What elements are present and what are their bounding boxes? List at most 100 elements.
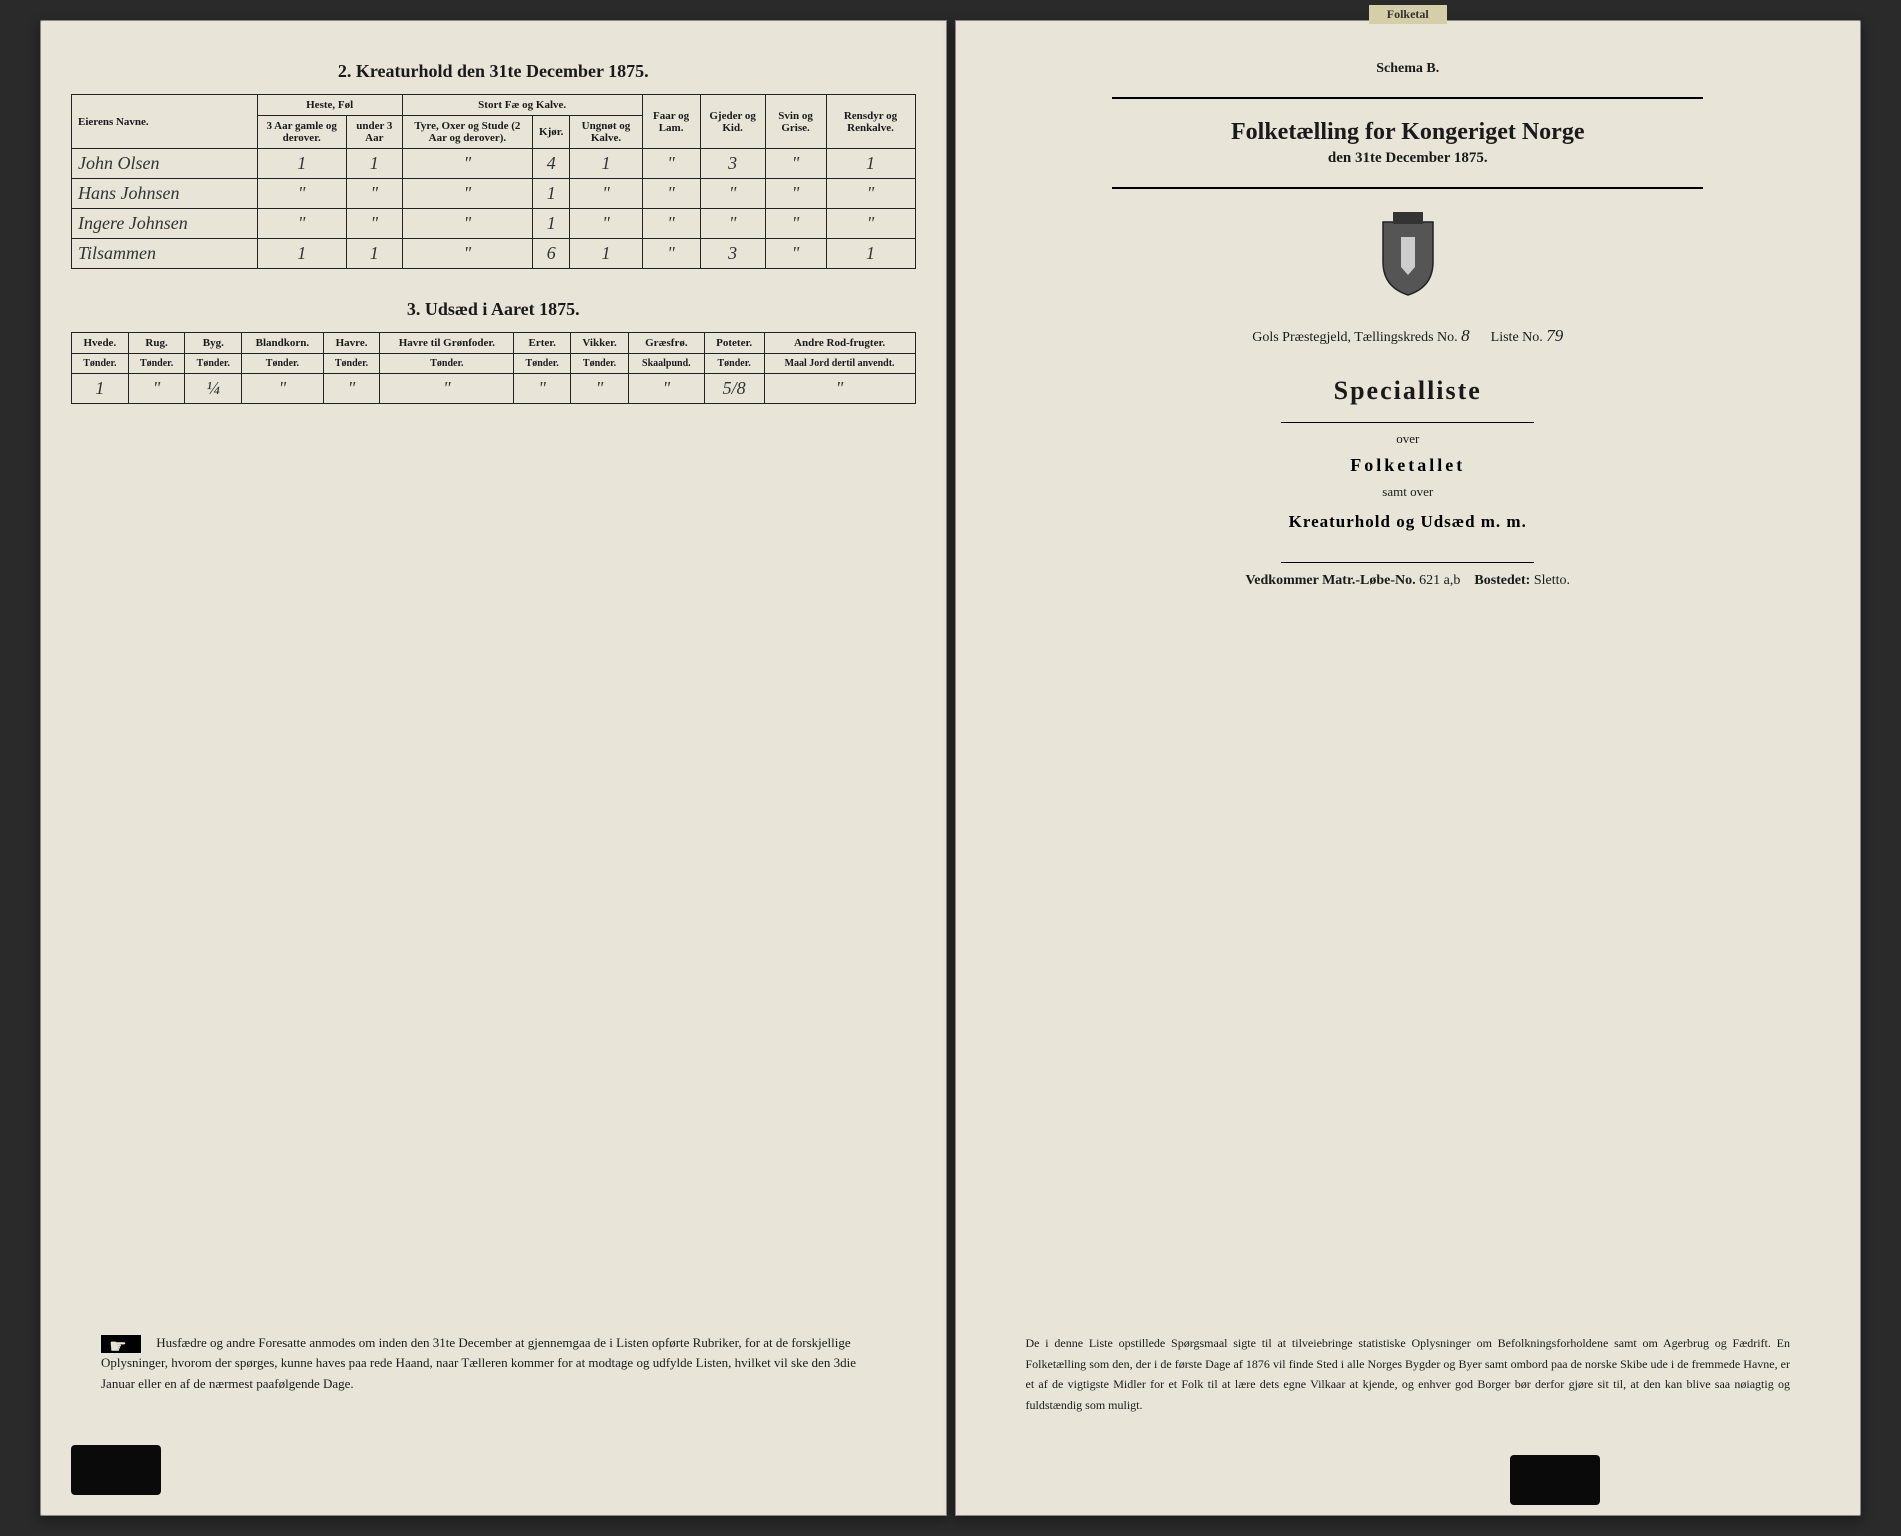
schema-label: Schema B. — [986, 61, 1831, 77]
cell: " — [700, 179, 765, 209]
matr-no: 621 a,b — [1419, 573, 1460, 588]
cell: 1 — [346, 239, 402, 269]
owner-name: Ingere Johnsen — [72, 209, 258, 239]
col-stort-1: Kjør. — [533, 116, 570, 149]
cell: 4 — [533, 149, 570, 179]
cell: " — [642, 239, 700, 269]
binder-clip — [1510, 1455, 1600, 1505]
col-header: Rug. — [128, 333, 185, 354]
pointer-icon — [101, 1335, 141, 1353]
page-tab: Folketal — [1369, 5, 1447, 24]
owner-name: John Olsen — [72, 149, 258, 179]
cell: " — [765, 179, 826, 209]
cell: " — [826, 209, 915, 239]
rule — [1112, 97, 1703, 99]
table-row: Tilsammen11"61"3"1 — [72, 239, 916, 269]
col-stort-2: Ungnøt og Kalve. — [570, 116, 642, 149]
coat-of-arms — [986, 207, 1831, 302]
cell: ¼ — [185, 374, 242, 404]
col-header: Græsfrø. — [629, 333, 705, 354]
meta-prefix: Gols Præstegjeld, Tællingskreds No. — [1252, 330, 1457, 345]
col-heste-1: under 3 Aar — [346, 116, 402, 149]
liste-no: 79 — [1546, 326, 1563, 345]
cell: " — [402, 239, 532, 269]
cell: " — [765, 209, 826, 239]
owner-name: Hans Johnsen — [72, 179, 258, 209]
cell: " — [323, 374, 380, 404]
meta-line: Gols Præstegjeld, Tællingskreds No. 8 Li… — [986, 326, 1831, 346]
right-page: Folketal Schema B. Folketælling for Kong… — [955, 20, 1862, 1516]
left-page: 2. Kreaturhold den 31te December 1875. E… — [40, 20, 947, 1516]
col-heste: Heste, Føl — [257, 95, 402, 116]
cell: " — [765, 149, 826, 179]
liste-label: Liste No. — [1491, 330, 1543, 345]
cell: " — [346, 209, 402, 239]
section3-title: 3. Udsæd i Aaret 1875. — [71, 299, 916, 320]
kreds-no: 8 — [1461, 326, 1470, 345]
cell: 1 — [570, 149, 642, 179]
cell: " — [629, 374, 705, 404]
cell: " — [257, 179, 346, 209]
cell: " — [571, 374, 629, 404]
cell: 1 — [570, 239, 642, 269]
col-gjeder: Gjeder og Kid. — [700, 95, 765, 149]
col-subheader: Tønder. — [72, 354, 129, 374]
left-footer-note: Husfædre og andre Foresatte anmodes om i… — [101, 1333, 886, 1395]
cell: " — [514, 374, 571, 404]
table-row: Hans Johnsen"""1""""" — [72, 179, 916, 209]
cell: " — [764, 374, 915, 404]
cell: " — [402, 149, 532, 179]
cell: " — [700, 209, 765, 239]
table-row: John Olsen11"41"3"1 — [72, 149, 916, 179]
cell: 1 — [826, 239, 915, 269]
cell: 6 — [533, 239, 570, 269]
cell: " — [642, 149, 700, 179]
cell: 1 — [346, 149, 402, 179]
kreatur-label: Kreaturhold og Udsæd m. m. — [986, 512, 1831, 532]
udsaed-table: Hvede.Rug.Byg.Blandkorn.Havre.Havre til … — [71, 332, 916, 404]
col-subheader: Tønder. — [242, 354, 324, 374]
col-header: Poteter. — [704, 333, 764, 354]
cell: 5/8 — [704, 374, 764, 404]
rule — [1112, 187, 1703, 189]
col-header: Havre til Grønfoder. — [380, 333, 514, 354]
table-row: Ingere Johnsen"""1""""" — [72, 209, 916, 239]
col-header: Byg. — [185, 333, 242, 354]
cell: " — [257, 209, 346, 239]
col-stort: Stort Fæ og Kalve. — [402, 95, 642, 116]
specialliste-title: Specialliste — [986, 376, 1831, 406]
col-header: Vikker. — [571, 333, 629, 354]
cell: 1 — [533, 209, 570, 239]
col-rensdyr: Rensdyr og Renkalve. — [826, 95, 915, 149]
bostedet: Sletto. — [1534, 573, 1570, 588]
cell: " — [642, 209, 700, 239]
col-header: Erter. — [514, 333, 571, 354]
cell: " — [380, 374, 514, 404]
folketallet-label: Folketallet — [986, 455, 1831, 476]
col-heste-0: 3 Aar gamle og derover. — [257, 116, 346, 149]
col-header: Andre Rod-frugter. — [764, 333, 915, 354]
cell: " — [128, 374, 185, 404]
cell: " — [642, 179, 700, 209]
cell: " — [242, 374, 324, 404]
cell: 3 — [700, 149, 765, 179]
col-subheader: Tønder. — [323, 354, 380, 374]
col-header: Hvede. — [72, 333, 129, 354]
col-subheader: Tønder. — [514, 354, 571, 374]
col-subheader: Tønder. — [571, 354, 629, 374]
cell: " — [765, 239, 826, 269]
col-subheader: Skaalpund. — [629, 354, 705, 374]
cell: " — [402, 209, 532, 239]
col-subheader: Tønder. — [128, 354, 185, 374]
col-subheader: Tønder. — [704, 354, 764, 374]
col-stort-0: Tyre, Oxer og Stude (2 Aar og derover). — [402, 116, 532, 149]
matr-label: Vedkommer Matr.-Løbe-No. — [1245, 573, 1415, 588]
cell: 1 — [257, 149, 346, 179]
col-header: Blandkorn. — [242, 333, 324, 354]
census-book: 2. Kreaturhold den 31te December 1875. E… — [40, 20, 1861, 1516]
left-footer-text: Husfædre og andre Foresatte anmodes om i… — [101, 1335, 856, 1392]
rule — [1281, 422, 1534, 423]
date-line: den 31te December 1875. — [986, 150, 1831, 167]
main-title: Folketælling for Kongeriget Norge — [986, 119, 1831, 146]
col-name: Eierens Navne. — [72, 95, 258, 149]
